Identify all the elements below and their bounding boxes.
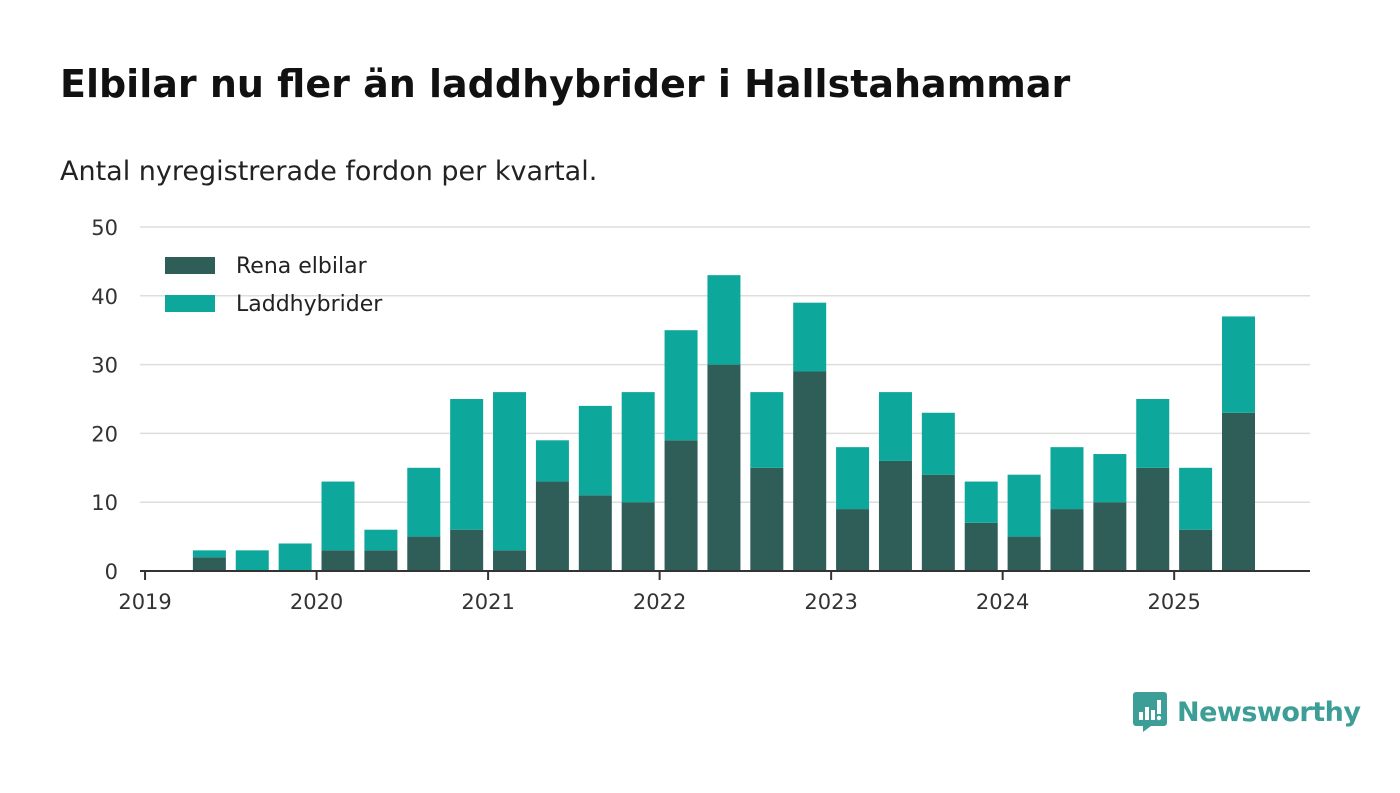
chart-title: Elbilar nu fler än laddhybrider i Hallst… bbox=[60, 62, 1071, 106]
bar-laddhybrider bbox=[278, 543, 312, 571]
y-tick-label: 20 bbox=[91, 422, 118, 446]
y-tick-label: 30 bbox=[91, 354, 118, 378]
bar-rena-elbilar bbox=[1007, 536, 1041, 571]
bar-laddhybrider bbox=[235, 550, 269, 571]
x-tick-label: 2021 bbox=[461, 590, 514, 614]
bar-rena-elbilar bbox=[750, 467, 784, 571]
bar-laddhybrider bbox=[964, 481, 998, 523]
bar-laddhybrider bbox=[321, 481, 355, 551]
legend-label: Laddhybrider bbox=[236, 292, 383, 317]
legend-label: Rena elbilar bbox=[236, 254, 368, 279]
bar-rena-elbilar bbox=[407, 536, 441, 571]
axes: 0 10 20 30 40 50 2019 2020 2021 2022 2023 2024 2025 bbox=[91, 216, 1310, 614]
bar-laddhybrider bbox=[750, 392, 784, 468]
bar-laddhybrider bbox=[836, 447, 870, 510]
bar-rena-elbilar bbox=[621, 502, 655, 571]
bar-laddhybrider bbox=[578, 405, 612, 496]
bar-rena-elbilar bbox=[1222, 412, 1255, 571]
bar-rena-elbilar bbox=[836, 509, 870, 571]
x-tick-label: 2019 bbox=[118, 590, 171, 614]
bar-laddhybrider bbox=[664, 330, 698, 441]
bar-laddhybrider bbox=[878, 392, 912, 461]
bar-rena-elbilar bbox=[535, 481, 569, 571]
bar-rena-elbilar bbox=[1050, 509, 1084, 571]
bar-rena-elbilar bbox=[964, 522, 998, 571]
x-tick-label: 2022 bbox=[633, 590, 686, 614]
y-tick-label: 40 bbox=[91, 285, 118, 309]
bar-rena-elbilar bbox=[1093, 502, 1127, 571]
bar-laddhybrider bbox=[707, 275, 741, 365]
bar-rena-elbilar bbox=[450, 529, 484, 571]
x-tick-label: 2025 bbox=[1147, 590, 1200, 614]
bar-rena-elbilar bbox=[578, 495, 612, 571]
bar-laddhybrider bbox=[493, 392, 527, 551]
bar-rena-elbilar bbox=[493, 550, 527, 571]
bar-laddhybrider bbox=[1007, 474, 1041, 537]
bar-laddhybrider bbox=[364, 529, 398, 551]
bar-laddhybrider bbox=[921, 412, 955, 475]
x-tick-label: 2020 bbox=[290, 590, 343, 614]
bar-rena-elbilar bbox=[878, 460, 912, 571]
bar-laddhybrider bbox=[192, 550, 226, 558]
bar-rena-elbilar bbox=[921, 474, 955, 571]
bar-rena-elbilar bbox=[364, 550, 398, 571]
bar-laddhybrider bbox=[1222, 316, 1255, 413]
newsworthy-logo-icon bbox=[1133, 692, 1167, 732]
bar-rena-elbilar bbox=[664, 440, 698, 571]
bar-rena-elbilar bbox=[1136, 467, 1170, 571]
bar-laddhybrider bbox=[450, 399, 484, 530]
brand-name: Newsworthy bbox=[1177, 696, 1361, 728]
y-tick-label: 50 bbox=[91, 216, 118, 240]
bar-laddhybrider bbox=[621, 392, 655, 503]
y-tick-label: 0 bbox=[105, 560, 118, 584]
bar-laddhybrider bbox=[1050, 447, 1084, 510]
bar-laddhybrider bbox=[1179, 467, 1213, 530]
chart-subtitle: Antal nyregistrerade fordon per kvartal. bbox=[60, 156, 598, 187]
bar-rena-elbilar bbox=[321, 550, 355, 571]
bar-laddhybrider bbox=[535, 440, 569, 482]
legend-swatch bbox=[165, 295, 215, 312]
newsworthy-logo: Newsworthy bbox=[1133, 692, 1361, 732]
bar-rena-elbilar bbox=[192, 557, 226, 571]
bar-rena-elbilar bbox=[1179, 529, 1213, 571]
bar-rena-elbilar bbox=[707, 364, 741, 571]
legend: Rena elbilar Laddhybrider bbox=[165, 254, 383, 317]
x-tick-label: 2024 bbox=[976, 590, 1029, 614]
bar-laddhybrider bbox=[1093, 454, 1127, 503]
bar-laddhybrider bbox=[1136, 399, 1170, 468]
bar-laddhybrider bbox=[407, 467, 441, 537]
bars bbox=[192, 275, 1255, 571]
bar-rena-elbilar bbox=[793, 371, 827, 571]
legend-swatch bbox=[165, 257, 215, 274]
bar-laddhybrider bbox=[793, 302, 827, 372]
x-tick-label: 2023 bbox=[804, 590, 857, 614]
y-tick-label: 10 bbox=[91, 491, 118, 515]
